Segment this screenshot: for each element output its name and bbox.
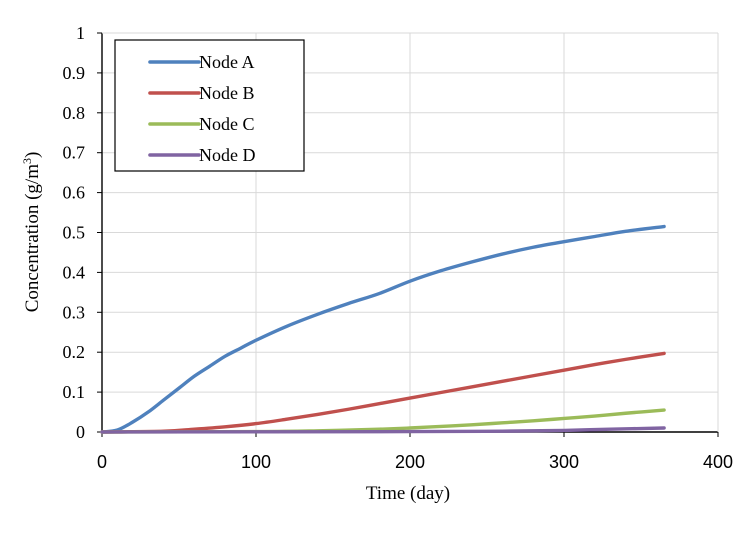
legend-item-node-b: Node B	[148, 83, 255, 103]
legend-label: Node D	[199, 145, 256, 165]
y-axis-label-main: Concentration (g/m	[22, 164, 43, 312]
series-layer	[100, 224, 666, 434]
y-tick-label: 0.6	[63, 183, 86, 203]
x-tick-label: 200	[395, 452, 425, 472]
legend: Node A Node B Node C Node D	[114, 39, 305, 172]
legend-label: Node C	[199, 114, 255, 134]
y-tick-label: 0.5	[63, 223, 86, 243]
ticks-layer: 0 0.1 0.2 0.3 0.4 0.5 0.6 0.7 0.8 0.9 1 0 100 200 300 4…	[63, 23, 734, 472]
y-axis-label-superscript: 3	[20, 158, 34, 164]
x-tick-label: 100	[241, 452, 271, 472]
legend-item-node-c: Node C	[148, 114, 255, 134]
y-tick-label: 1	[76, 23, 85, 43]
series-line-node-d	[100, 426, 666, 434]
legend-box	[114, 39, 305, 172]
legend-label: Node A	[199, 52, 255, 72]
y-tick-label: 0.8	[63, 103, 86, 123]
x-tick-label: 400	[703, 452, 733, 472]
y-tick-label: 0.1	[63, 382, 86, 402]
y-tick-label: 0.9	[63, 63, 86, 83]
x-axis-label: Time (day)	[366, 483, 450, 504]
y-axis-label-closing: )	[22, 152, 43, 158]
legend-item-node-a: Node A	[148, 52, 255, 72]
y-tick-label: 0.3	[63, 302, 86, 322]
y-tick-label: 0.7	[63, 143, 86, 163]
legend-label: Node B	[199, 83, 255, 103]
x-tick-label: 300	[549, 452, 579, 472]
x-tick-label: 0	[97, 452, 107, 472]
y-tick-label: 0.2	[63, 342, 86, 362]
y-tick-label: 0.4	[63, 262, 86, 282]
y-axis-label: Concentration (g/m3)	[20, 152, 43, 313]
y-tick-label: 0	[76, 422, 85, 442]
series-line-node-a	[100, 224, 666, 434]
series-line-node-b	[100, 351, 666, 434]
legend-item-node-d: Node D	[148, 145, 256, 165]
